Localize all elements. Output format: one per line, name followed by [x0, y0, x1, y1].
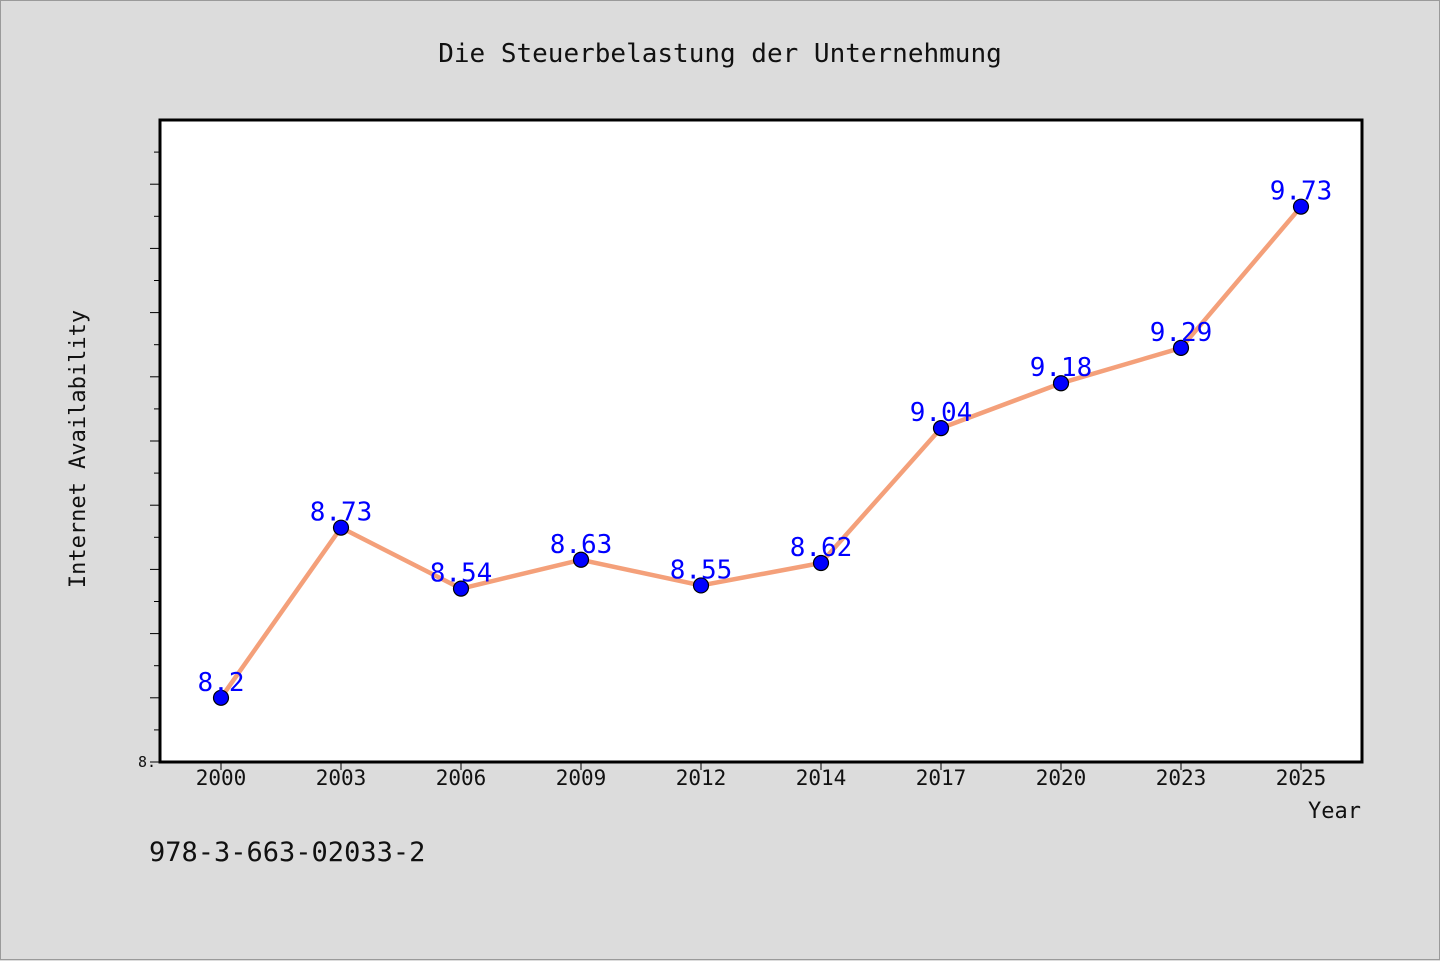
isbn-text: 978-3-663-02033-2: [149, 837, 426, 868]
x-tick-label: 2023: [1156, 766, 1207, 790]
y-axis-label: Internet Availability: [66, 310, 91, 588]
plot-area: [160, 120, 1362, 762]
x-tick-label: 2025: [1276, 766, 1327, 790]
data-point: [932, 420, 950, 437]
data-label: 9.73: [1270, 177, 1333, 207]
data-point: [452, 580, 470, 597]
data-label: 8.2: [198, 668, 245, 698]
x-tick-label: 2006: [436, 766, 487, 790]
data-point: [1052, 375, 1070, 392]
data-point: [1172, 339, 1190, 357]
x-tick-label: 2003: [316, 766, 367, 790]
data-label: 8.62: [790, 533, 853, 563]
data-label: 9.04: [910, 398, 973, 428]
data-label: 9.29: [1150, 318, 1213, 348]
x-axis-label: Year: [1308, 799, 1361, 824]
x-tick-label: 2012: [676, 766, 727, 790]
data-point: [812, 554, 830, 572]
y-axis-ticks: 8.: [138, 151, 160, 771]
data-label: 8.73: [310, 498, 373, 528]
data-label: 8.55: [670, 555, 733, 585]
x-axis-ticks: 2000 2003 2006 2009 2012 2014 2017 2020 2023 2025: [196, 762, 1327, 790]
y-tick-label: 8.: [138, 753, 156, 771]
chart-title: Die Steuerbelastung der Unternehmung: [438, 39, 1002, 69]
data-point: [1292, 198, 1310, 215]
data-point: [212, 689, 230, 706]
x-tick-label: 2000: [196, 766, 247, 790]
data-point: [572, 551, 590, 568]
data-point: [332, 519, 350, 536]
series-line: [218, 204, 1304, 701]
x-tick-label: 2009: [556, 766, 607, 790]
series-layer: 8.2 8.73 8.54 8.63 8.55 8.62 9.04 9.18 9.29 9.73: [198, 177, 1333, 706]
data-label: 8.63: [550, 530, 613, 560]
x-tick-label: 2017: [916, 766, 967, 790]
x-tick-label: 2020: [1036, 766, 1087, 790]
x-tick-label: 2014: [796, 766, 847, 790]
plot-frame: [158, 118, 1364, 764]
data-label: 8.54: [430, 559, 493, 589]
data-point: [692, 577, 710, 594]
data-label: 9.18: [1030, 353, 1093, 383]
